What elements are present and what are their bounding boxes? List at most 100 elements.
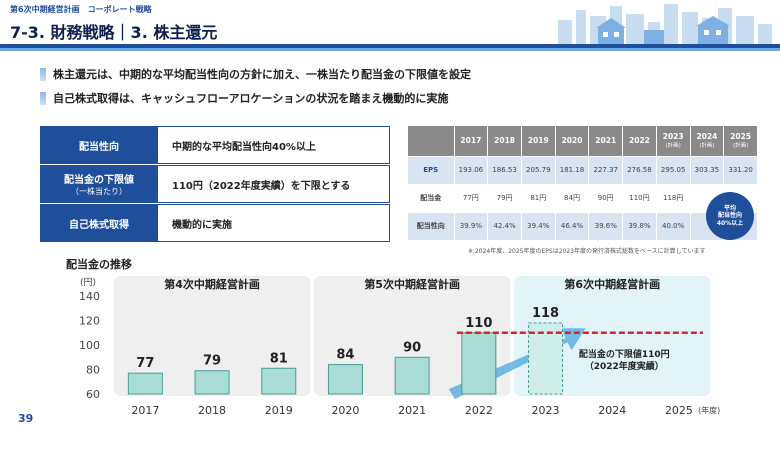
- dividend-bar: [127, 372, 163, 395]
- y-axis-unit: (円): [80, 277, 96, 288]
- x-tick-label: 2023: [532, 404, 560, 417]
- x-tick-label: 2017: [131, 404, 159, 417]
- year-header: 2018: [487, 126, 522, 157]
- table-cell: 295.05: [656, 156, 691, 185]
- floor-line-label: （2022年度実績）: [585, 360, 664, 372]
- policy-value: 中期的な平均配当性向40%以上: [158, 126, 390, 164]
- row-label: 配当性向: [408, 212, 455, 241]
- table-cell: 205.79: [521, 156, 556, 185]
- eps-footnote: ※ 2024年度、2025年度のEPSは2023年度の発行済株式総数をベースに計…: [468, 248, 706, 255]
- eps-table-corner: [408, 126, 455, 157]
- badge-line: 配当性向: [717, 212, 742, 220]
- policy-label: 自己株式取得: [40, 204, 158, 242]
- bar-value-label: 81: [270, 351, 288, 366]
- period-label: 第5次中期経営計画: [364, 277, 460, 291]
- average-payout-badge: 平均 配当性向 40%以上: [706, 192, 754, 240]
- title-underline-accent: [0, 48, 780, 51]
- period-panel: [514, 276, 711, 396]
- period-panel: [114, 276, 311, 396]
- year-header: 2021: [588, 126, 624, 157]
- plan-label: 第6次中期経営計画 コーポレート戦略: [10, 5, 152, 14]
- x-axis-unit: (年度): [698, 405, 720, 415]
- year-header: 2024 (計画): [690, 126, 725, 157]
- policy-value: 110円（2022年度実績）を下限とする: [158, 165, 390, 203]
- policy-row-payout: 配当性向 中期的な平均配当性向40%以上: [40, 126, 390, 164]
- policy-label: 配当性向: [40, 126, 158, 164]
- policy-label-text: 配当性向: [79, 141, 119, 153]
- policy-value: 機動的に実施: [158, 204, 390, 242]
- shareholder-return-policy-table: 配当性向 中期的な平均配当性向40%以上 配当金の下限値 （一株当たり） 110…: [40, 126, 390, 243]
- badge-line: 平均: [723, 204, 736, 212]
- bullet-text: 自己株式取得は、キャッシュフローアロケーションの状況を踏まえ機動的に実施: [53, 92, 449, 105]
- title-underline: [0, 44, 780, 48]
- row-label: EPS: [408, 156, 455, 185]
- payout-ratio-row: 配当性向 39.9% 42.4% 39.4% 46.4% 39.6% 39.8%…: [408, 212, 758, 241]
- bullet-marker: [40, 91, 46, 105]
- table-cell: 39.9%: [454, 212, 489, 241]
- eps-row: EPS 193.06 186.53 205.79 181.18 227.37 2…: [408, 156, 758, 185]
- period-label: 第6次中期経営計画: [564, 277, 660, 291]
- bar-value-label: 110: [465, 316, 492, 331]
- table-cell: 46.4%: [555, 212, 590, 241]
- table-cell: 303.35: [690, 156, 725, 185]
- year-header: 2025 (計画): [723, 126, 758, 157]
- table-cell: 39.6%: [588, 212, 624, 241]
- table-cell: 81円: [521, 184, 556, 213]
- table-cell: 90円: [588, 184, 624, 213]
- period-panel: [314, 276, 511, 396]
- table-cell: 181.18: [555, 156, 590, 185]
- table-cell: 84円: [555, 184, 590, 213]
- period-label: 第4次中期経営計画: [164, 277, 260, 291]
- year-header: 2019: [521, 126, 556, 157]
- table-cell: 110円: [622, 184, 657, 213]
- chart-title: 配当金の推移: [66, 258, 132, 271]
- y-tick-label: 60: [86, 388, 100, 401]
- x-tick-label: 2020: [331, 404, 359, 417]
- bullet-share-buyback: 自己株式取得は、キャッシュフローアロケーションの状況を踏まえ機動的に実施: [40, 89, 448, 107]
- slide-number: 39: [18, 412, 34, 425]
- eps-table-header-row: 2017 2018 2019 2020 2021 2022 2023 (計画) 2…: [408, 126, 758, 157]
- dividend-row: 配当金 77円 79円 81円 84円 90円 110円 118円: [408, 184, 758, 213]
- bar-value-label: 118: [532, 306, 559, 321]
- table-cell: 77円: [454, 184, 489, 213]
- row-label: 配当金: [408, 184, 455, 213]
- policy-row-buyback: 自己株式取得 機動的に実施: [40, 204, 390, 242]
- table-cell: 39.4%: [521, 212, 556, 241]
- badge-line: 40%以上: [716, 219, 744, 227]
- dividend-bar: [261, 367, 297, 395]
- bullet-marker: [40, 67, 46, 81]
- page-title: 7-3. 財務戦略｜3. 株主還元: [10, 23, 218, 42]
- dividend-bar: [394, 356, 430, 395]
- table-cell: 39.8%: [622, 212, 657, 241]
- bar-value-label: 90: [403, 340, 421, 355]
- policy-label-subtext: （一株当たり）: [71, 187, 127, 196]
- x-tick-label: 2025: [665, 404, 693, 417]
- policy-label-text: 配当金の下限値: [64, 175, 134, 186]
- x-tick-label: 2024: [598, 404, 626, 417]
- y-tick-label: 100: [79, 339, 100, 352]
- table-cell: 276.58: [622, 156, 657, 185]
- table-cell: 331.20: [723, 156, 758, 185]
- policy-row-floor: 配当金の下限値 （一株当たり） 110円（2022年度実績）を下限とする: [40, 165, 390, 203]
- y-tick-label: 140: [79, 290, 100, 303]
- table-cell: 227.37: [588, 156, 624, 185]
- policy-label: 配当金の下限値 （一株当たり）: [40, 165, 158, 203]
- year-header: 2022: [622, 126, 657, 157]
- x-tick-label: 2022: [465, 404, 493, 417]
- table-cell: 40.0%: [656, 212, 691, 241]
- bar-value-label: 79: [203, 354, 221, 369]
- eps-dividend-table: 2017 2018 2019 2020 2021 2022 2023 (計画) 2…: [408, 126, 758, 241]
- policy-label-text: 自己株式取得: [69, 219, 129, 231]
- y-tick-label: 120: [79, 315, 100, 328]
- bullet-text: 株主還元は、中期的な平均配当性向の方針に加え、一株当たり配当金の下限値を設定: [53, 68, 471, 81]
- table-cell: 42.4%: [487, 212, 522, 241]
- table-cell: 186.53: [487, 156, 522, 185]
- dividend-bar: [327, 364, 363, 395]
- dividend-trend-chart: 第4次中期経営計画 第5次中期経営計画 第6次中期経営計画 60 80 100 120 140…: [79, 276, 720, 417]
- x-tick-label: 2019: [265, 404, 293, 417]
- table-cell: 118円: [656, 184, 691, 213]
- x-tick-label: 2018: [198, 404, 226, 417]
- floor-line-label: 配当金の下限値110円: [579, 348, 670, 360]
- table-cell: 193.06: [454, 156, 489, 185]
- bullet-dividend-policy: 株主還元は、中期的な平均配当性向の方針に加え、一株当たり配当金の下限値を設定: [40, 65, 471, 83]
